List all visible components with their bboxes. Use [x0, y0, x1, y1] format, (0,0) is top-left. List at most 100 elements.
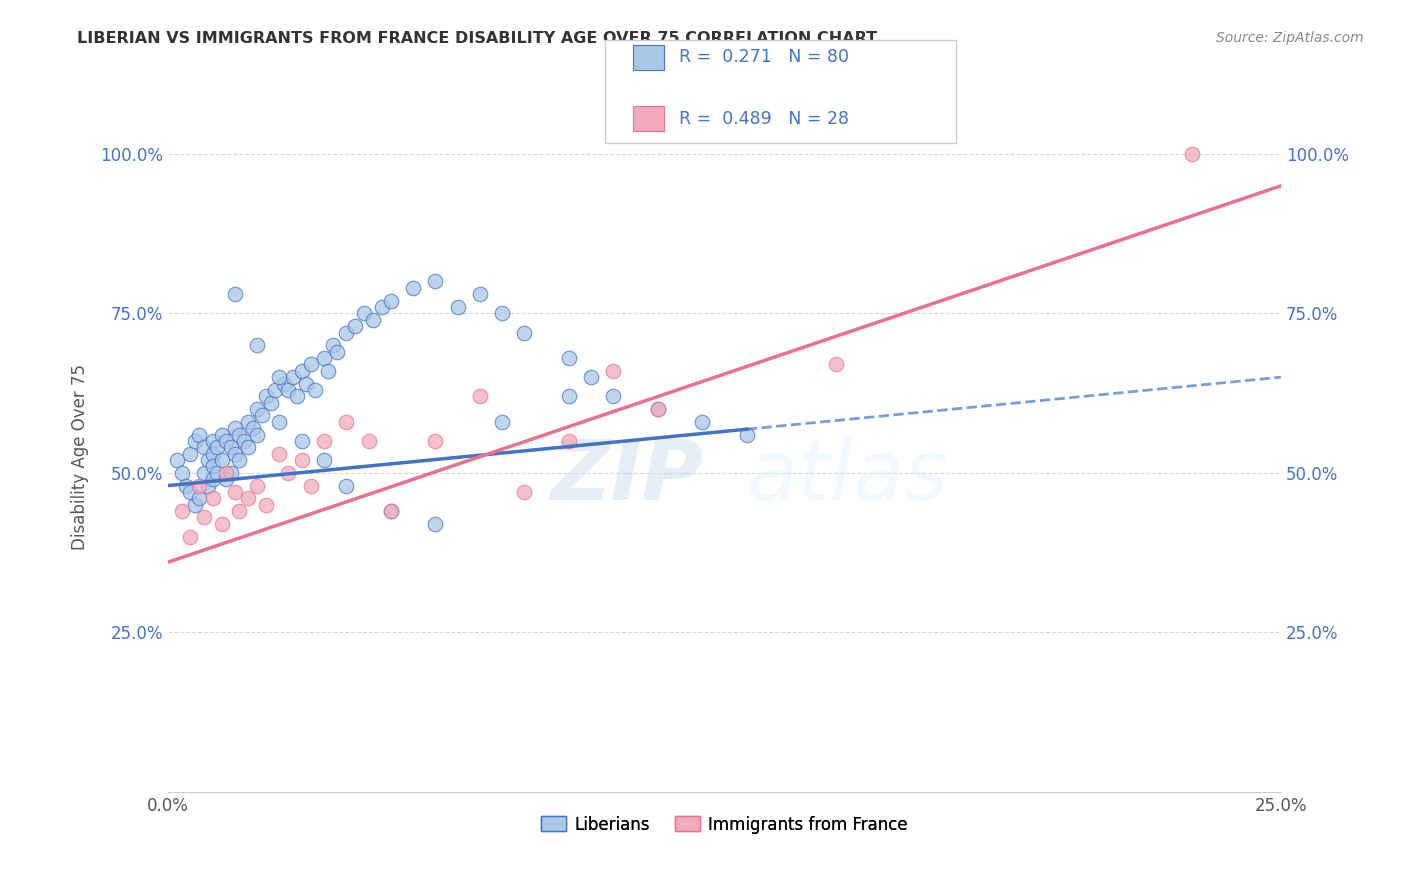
Point [371, 300, 394, 314]
Point [269, 415, 291, 429]
Point [446, 300, 468, 314]
Y-axis label: Disability Age Over 75: Disability Age Over 75 [72, 364, 89, 549]
Point [188, 491, 211, 506]
Point [201, 491, 224, 506]
Point [211, 427, 233, 442]
Point [380, 293, 402, 308]
Point [197, 478, 219, 492]
Point [380, 504, 402, 518]
Point [188, 478, 211, 492]
Point [219, 466, 242, 480]
Point [174, 478, 197, 492]
Point [824, 358, 846, 372]
Point [246, 478, 269, 492]
Point [211, 516, 233, 531]
Point [250, 409, 273, 423]
Point [184, 434, 207, 448]
Text: R =  0.271   N = 80: R = 0.271 N = 80 [679, 48, 849, 66]
Text: Source: ZipAtlas.com: Source: ZipAtlas.com [1216, 31, 1364, 45]
Point [335, 415, 357, 429]
Point [326, 344, 349, 359]
Point [228, 427, 250, 442]
Point [170, 504, 193, 518]
Point [425, 434, 447, 448]
Point [224, 287, 246, 301]
Point [692, 415, 714, 429]
Point [228, 504, 250, 518]
Point [264, 383, 287, 397]
Point [353, 306, 375, 320]
Point [344, 319, 367, 334]
Point [224, 485, 246, 500]
Point [238, 491, 260, 506]
Point [254, 498, 277, 512]
Point [188, 427, 211, 442]
Point [602, 389, 624, 403]
Point [277, 466, 299, 480]
Point [170, 466, 193, 480]
Point [238, 415, 260, 429]
Point [558, 389, 581, 403]
Point [491, 415, 513, 429]
Point [291, 453, 314, 467]
Point [193, 510, 215, 524]
Text: LIBERIAN VS IMMIGRANTS FROM FRANCE DISABILITY AGE OVER 75 CORRELATION CHART: LIBERIAN VS IMMIGRANTS FROM FRANCE DISAB… [77, 31, 877, 46]
Point [246, 338, 269, 352]
Point [224, 447, 246, 461]
Point [357, 434, 380, 448]
Point [224, 421, 246, 435]
Point [205, 466, 228, 480]
Point [219, 440, 242, 454]
Point [193, 440, 215, 454]
Point [201, 447, 224, 461]
Point [184, 498, 207, 512]
Point [318, 364, 340, 378]
Point [468, 389, 491, 403]
Point [238, 440, 260, 454]
Point [273, 376, 295, 391]
Text: atlas: atlas [747, 436, 949, 517]
Point [242, 421, 264, 435]
Point [425, 275, 447, 289]
Point [215, 466, 238, 480]
Point [179, 485, 201, 500]
Point [647, 402, 669, 417]
Point [232, 434, 254, 448]
Point [304, 383, 326, 397]
Text: ZIP: ZIP [550, 436, 703, 517]
Point [647, 402, 669, 417]
Point [361, 312, 384, 326]
Point [269, 447, 291, 461]
Point [291, 364, 314, 378]
Point [179, 447, 201, 461]
Point [254, 389, 277, 403]
Point [277, 383, 299, 397]
Point [312, 351, 335, 365]
Point [312, 434, 335, 448]
Point [402, 281, 425, 295]
Point [211, 453, 233, 467]
Point [468, 287, 491, 301]
Point [513, 485, 536, 500]
Legend: Liberians, Immigrants from France: Liberians, Immigrants from France [534, 809, 915, 840]
Point [735, 427, 758, 442]
Point [491, 306, 513, 320]
Point [201, 459, 224, 474]
Point [205, 440, 228, 454]
Text: R =  0.489   N = 28: R = 0.489 N = 28 [679, 110, 849, 128]
Point [579, 370, 602, 384]
Point [291, 434, 314, 448]
Point [215, 472, 238, 486]
Point [193, 466, 215, 480]
Point [335, 326, 357, 340]
Point [312, 453, 335, 467]
Point [285, 389, 308, 403]
Point [201, 472, 224, 486]
Point [335, 478, 357, 492]
Point [322, 338, 344, 352]
Point [295, 376, 318, 391]
Point [281, 370, 304, 384]
Point [215, 434, 238, 448]
Point [201, 434, 224, 448]
Point [1181, 147, 1204, 161]
